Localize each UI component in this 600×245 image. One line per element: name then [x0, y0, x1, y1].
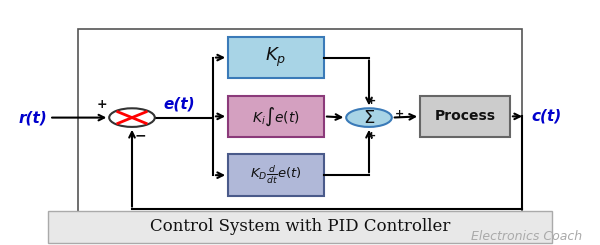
- Text: +: +: [96, 98, 107, 111]
- Circle shape: [109, 108, 155, 127]
- Text: +: +: [395, 109, 404, 119]
- FancyBboxPatch shape: [228, 154, 324, 196]
- FancyBboxPatch shape: [228, 37, 324, 78]
- Text: $K_p$: $K_p$: [265, 46, 287, 69]
- Text: Electronics Coach: Electronics Coach: [471, 230, 582, 243]
- Text: c(t): c(t): [531, 109, 561, 124]
- Text: +: +: [367, 131, 376, 141]
- Text: e(t): e(t): [164, 97, 196, 111]
- Text: +: +: [367, 96, 376, 106]
- Text: Control System with PID Controller: Control System with PID Controller: [150, 218, 450, 235]
- Text: $K_D \frac{d}{dt} e(t)$: $K_D \frac{d}{dt} e(t)$: [250, 164, 302, 186]
- Text: $\Sigma$: $\Sigma$: [363, 109, 375, 127]
- Text: −: −: [134, 129, 146, 143]
- Text: r(t): r(t): [19, 110, 47, 125]
- Circle shape: [346, 108, 392, 127]
- Text: $K_i \int e(t)$: $K_i \int e(t)$: [252, 105, 300, 128]
- Bar: [78, 29, 522, 213]
- FancyBboxPatch shape: [420, 96, 510, 137]
- Bar: [48, 211, 552, 243]
- FancyBboxPatch shape: [228, 96, 324, 137]
- Text: Process: Process: [434, 109, 496, 123]
